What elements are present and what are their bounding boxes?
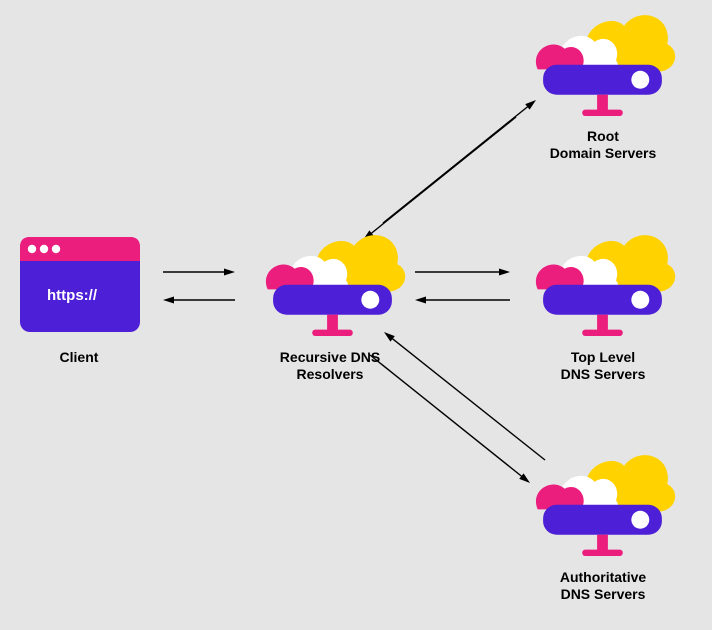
client-icon: https:// — [20, 237, 140, 332]
client-url-text: https:// — [47, 287, 98, 304]
tld-label: Top LevelDNS Servers — [561, 349, 646, 382]
dns-resolution-diagram: https://ClientRecursive DNSResolversRoot… — [0, 0, 712, 630]
client-label: Client — [60, 349, 99, 365]
auth-label: AuthoritativeDNS Servers — [560, 569, 647, 602]
